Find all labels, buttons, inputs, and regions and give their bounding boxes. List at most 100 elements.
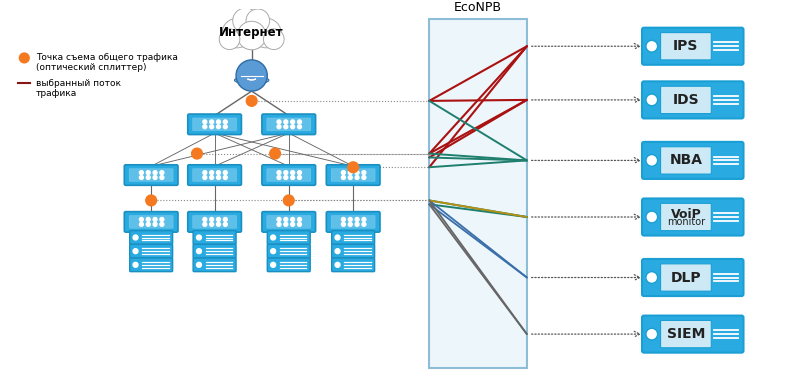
Circle shape [342, 218, 346, 221]
Circle shape [146, 175, 150, 179]
FancyBboxPatch shape [661, 204, 711, 231]
FancyBboxPatch shape [642, 199, 743, 236]
Circle shape [335, 235, 340, 240]
Circle shape [290, 218, 294, 221]
Circle shape [217, 222, 221, 226]
Circle shape [348, 171, 352, 175]
Circle shape [217, 120, 221, 124]
Circle shape [146, 222, 150, 226]
Circle shape [217, 171, 221, 175]
Circle shape [284, 222, 288, 226]
FancyBboxPatch shape [124, 165, 178, 185]
Circle shape [270, 148, 281, 159]
FancyBboxPatch shape [332, 231, 374, 244]
Text: SIEM: SIEM [666, 327, 705, 341]
Circle shape [646, 211, 658, 223]
Text: (оптический сплиттер): (оптический сплиттер) [36, 63, 146, 72]
FancyBboxPatch shape [332, 258, 374, 272]
Circle shape [133, 262, 138, 267]
FancyBboxPatch shape [326, 165, 380, 185]
Circle shape [197, 262, 202, 267]
Circle shape [217, 125, 221, 129]
Circle shape [222, 18, 252, 48]
Circle shape [153, 175, 157, 179]
Circle shape [298, 222, 302, 226]
Circle shape [335, 262, 340, 267]
Circle shape [355, 175, 359, 179]
FancyBboxPatch shape [193, 258, 236, 272]
Circle shape [160, 171, 164, 175]
FancyBboxPatch shape [642, 28, 743, 65]
Circle shape [197, 235, 202, 240]
Circle shape [342, 171, 346, 175]
Circle shape [263, 29, 284, 50]
Circle shape [133, 235, 138, 240]
Circle shape [210, 222, 214, 226]
FancyBboxPatch shape [267, 231, 310, 244]
FancyBboxPatch shape [266, 216, 310, 228]
Circle shape [219, 29, 240, 50]
Circle shape [223, 175, 227, 179]
Circle shape [646, 328, 658, 340]
FancyBboxPatch shape [331, 169, 375, 182]
Circle shape [217, 218, 221, 221]
Circle shape [203, 218, 206, 221]
Circle shape [290, 222, 294, 226]
Circle shape [203, 171, 206, 175]
Circle shape [210, 218, 214, 221]
FancyBboxPatch shape [642, 316, 743, 352]
Circle shape [192, 148, 202, 159]
Circle shape [298, 171, 302, 175]
FancyBboxPatch shape [267, 244, 310, 258]
Circle shape [646, 272, 658, 283]
FancyBboxPatch shape [262, 114, 315, 135]
FancyBboxPatch shape [267, 258, 310, 272]
Circle shape [646, 155, 658, 166]
FancyBboxPatch shape [188, 114, 242, 135]
Text: IDS: IDS [673, 93, 699, 107]
Circle shape [362, 175, 366, 179]
Circle shape [203, 120, 206, 124]
Text: IPS: IPS [674, 39, 698, 53]
Circle shape [238, 21, 266, 50]
Text: monitor: monitor [667, 217, 705, 227]
FancyBboxPatch shape [193, 216, 237, 228]
Circle shape [298, 125, 302, 129]
Circle shape [210, 175, 214, 179]
FancyBboxPatch shape [130, 258, 173, 272]
Ellipse shape [234, 76, 269, 84]
FancyBboxPatch shape [124, 211, 178, 232]
Circle shape [160, 218, 164, 221]
Circle shape [139, 218, 143, 221]
Circle shape [284, 175, 288, 179]
FancyBboxPatch shape [262, 211, 315, 232]
FancyBboxPatch shape [266, 169, 310, 182]
Circle shape [290, 120, 294, 124]
FancyBboxPatch shape [332, 244, 374, 258]
Circle shape [210, 120, 214, 124]
Circle shape [348, 218, 352, 221]
Circle shape [362, 222, 366, 226]
Circle shape [233, 8, 258, 34]
Circle shape [153, 171, 157, 175]
Circle shape [270, 235, 275, 240]
Circle shape [298, 175, 302, 179]
Text: выбранный поток: выбранный поток [36, 79, 121, 88]
Circle shape [342, 222, 346, 226]
FancyBboxPatch shape [188, 211, 242, 232]
FancyBboxPatch shape [661, 33, 711, 60]
Circle shape [160, 222, 164, 226]
Circle shape [153, 222, 157, 226]
Circle shape [203, 175, 206, 179]
Circle shape [342, 175, 346, 179]
Circle shape [284, 218, 288, 221]
Circle shape [290, 175, 294, 179]
Circle shape [19, 53, 29, 63]
FancyBboxPatch shape [661, 264, 711, 291]
Circle shape [277, 125, 281, 129]
Circle shape [160, 175, 164, 179]
Circle shape [223, 222, 227, 226]
Circle shape [348, 222, 352, 226]
Circle shape [217, 175, 221, 179]
Circle shape [210, 171, 214, 175]
